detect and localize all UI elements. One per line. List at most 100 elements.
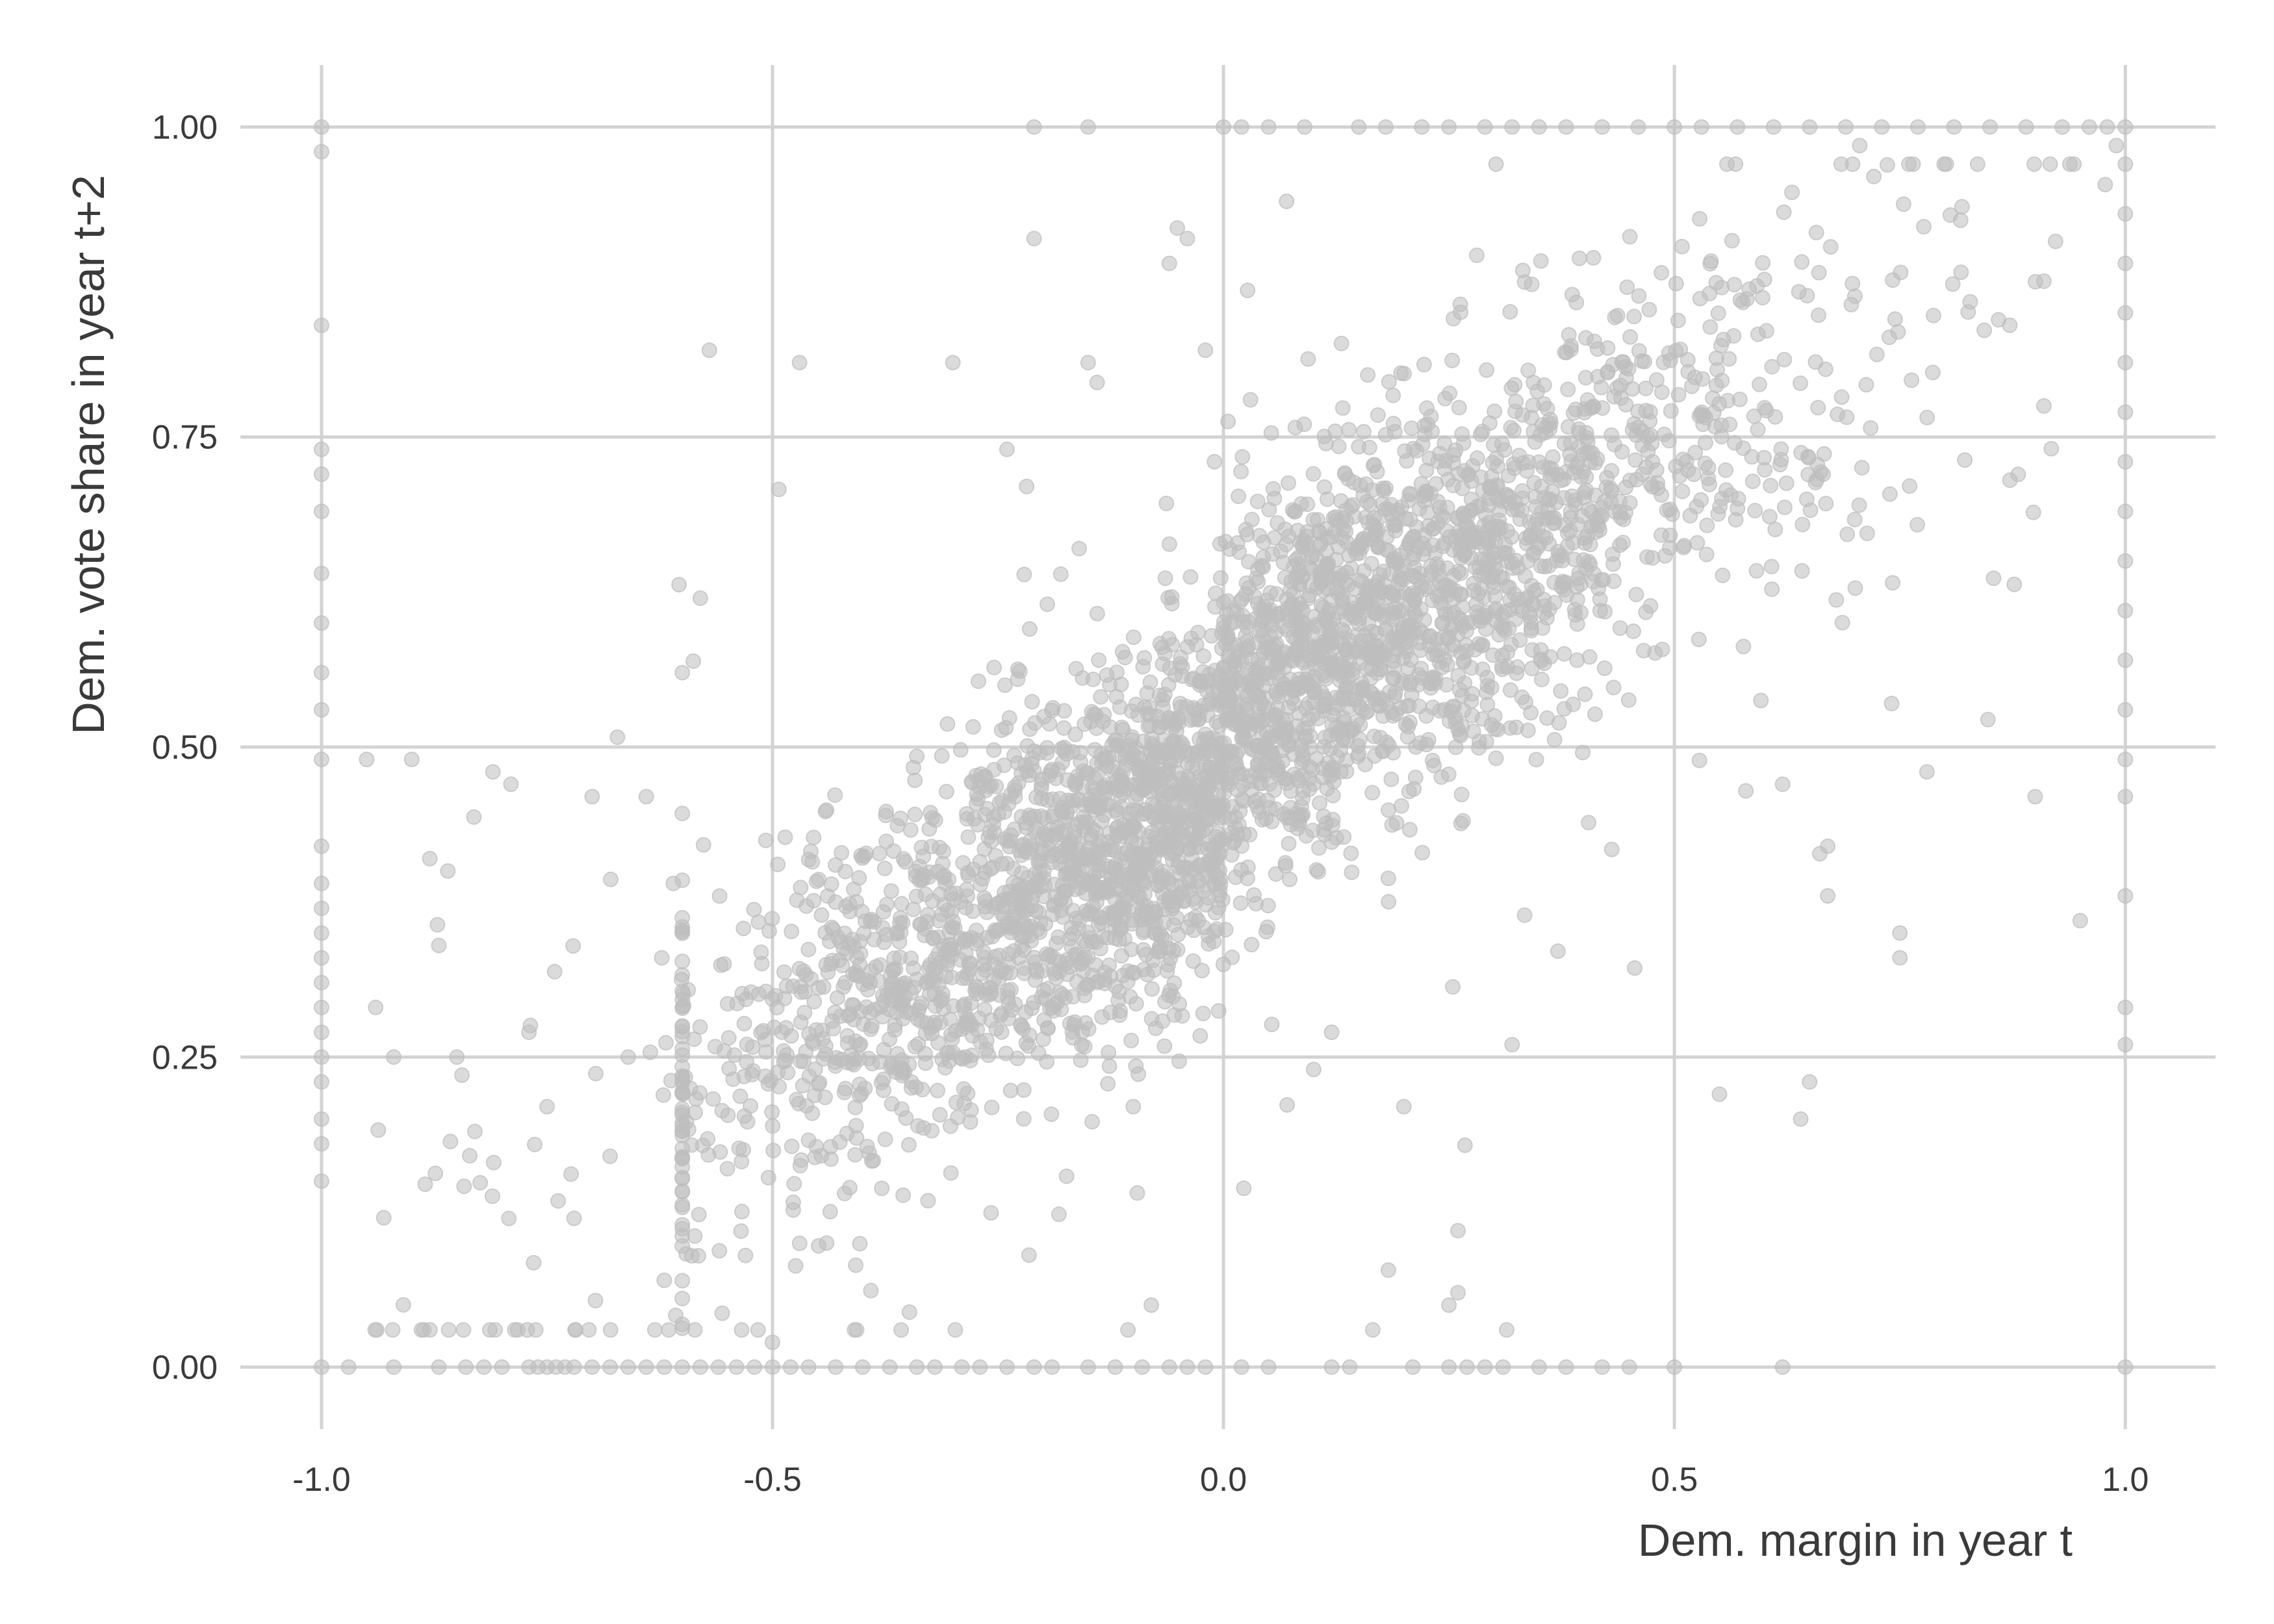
scatter-point	[1260, 1359, 1277, 1375]
scatter-point	[876, 860, 893, 876]
scatter-point	[1784, 184, 1800, 201]
scatter-point	[800, 852, 817, 868]
scatter-point	[367, 1322, 383, 1338]
scatter-point	[1225, 798, 1241, 815]
scatter-point	[1033, 878, 1049, 894]
scatter-point	[1738, 783, 1754, 799]
scatter-point	[674, 954, 691, 969]
scatter-point	[1195, 648, 1212, 664]
scatter-point	[806, 893, 822, 909]
scatter-point	[1240, 283, 1256, 298]
scatter-point	[1381, 374, 1397, 390]
scatter-point	[1405, 440, 1422, 457]
scatter-point	[1400, 718, 1416, 735]
scatter-point	[620, 1359, 636, 1375]
scatter-point	[1056, 720, 1072, 736]
scatter-point	[1419, 400, 1435, 416]
scatter-point	[1065, 1030, 1081, 1046]
scatter-point	[1454, 480, 1470, 496]
scatter-point	[919, 975, 935, 991]
scatter-point	[1270, 767, 1286, 783]
scatter-point	[1163, 785, 1179, 801]
scatter-point	[1258, 924, 1274, 940]
scatter-point	[1557, 517, 1573, 533]
scatter-point	[1183, 630, 1199, 646]
scatter-point	[1639, 549, 1655, 565]
scatter-point	[958, 882, 975, 898]
scatter-point	[782, 1359, 798, 1375]
scatter-point	[1233, 1359, 1249, 1375]
scatter-point	[1047, 876, 1062, 893]
scatter-point	[1381, 894, 1397, 910]
scatter-point	[1905, 156, 1921, 172]
scatter-point	[1323, 529, 1340, 545]
scatter-point	[1833, 389, 1850, 405]
scatter-point	[1962, 294, 1978, 310]
scatter-point	[1606, 388, 1622, 405]
scatter-point	[1910, 119, 1926, 135]
scatter-point	[1026, 995, 1041, 1011]
scatter-point	[1285, 746, 1301, 762]
scatter-point	[2117, 503, 2134, 520]
scatter-point	[1648, 462, 1665, 478]
scatter-point	[1915, 219, 1932, 235]
scatter-point	[1668, 275, 1684, 292]
scatter-point	[1730, 500, 1746, 516]
scatter-point	[1793, 1111, 1809, 1127]
scatter-point	[1858, 377, 1874, 393]
scatter-point	[1277, 857, 1294, 874]
scatter-point	[1845, 275, 1861, 292]
scatter-point	[1150, 817, 1166, 833]
scatter-point	[1016, 566, 1032, 583]
scatter-point	[936, 867, 952, 883]
scatter-point	[986, 809, 1002, 826]
scatter-point	[1536, 396, 1552, 412]
scatter-point	[1126, 965, 1142, 981]
scatter-point	[1664, 506, 1680, 522]
scatter-point	[1155, 692, 1171, 708]
scatter-point	[1713, 338, 1729, 354]
scatter-point	[1165, 719, 1181, 735]
scatter-point	[1418, 463, 1435, 479]
scatter-point	[1691, 752, 1707, 768]
scatter-point	[1128, 696, 1144, 713]
scatter-point	[1155, 656, 1171, 672]
scatter-point	[1255, 549, 1271, 565]
scatter-point	[1317, 656, 1333, 672]
scatter-point	[936, 938, 952, 954]
scatter-point	[1095, 929, 1111, 945]
scatter-point	[868, 959, 884, 975]
scatter-point	[1721, 351, 1737, 367]
scatter-point	[999, 1359, 1015, 1375]
scatter-point	[879, 896, 895, 913]
scatter-point	[1123, 1032, 1140, 1048]
scatter-point	[828, 1359, 844, 1375]
scatter-point	[836, 979, 852, 995]
scatter-point	[1441, 119, 1457, 135]
scatter-point	[1197, 342, 1214, 359]
scatter-point	[1455, 702, 1472, 718]
scatter-point	[1437, 453, 1453, 469]
scatter-point	[1437, 535, 1453, 552]
scatter-point	[1144, 752, 1160, 768]
scatter-point	[765, 1143, 782, 1159]
scatter-point	[1095, 713, 1111, 730]
scatter-point	[455, 1322, 472, 1338]
scatter-point	[924, 1123, 940, 1139]
scatter-point	[1151, 719, 1168, 735]
scatter-point	[1239, 642, 1255, 658]
scatter-point	[422, 850, 438, 867]
scatter-point	[1088, 894, 1105, 910]
scatter-point	[1597, 603, 1613, 620]
scatter-point	[737, 1247, 754, 1263]
scatter-point	[1650, 475, 1665, 491]
scatter-point	[1166, 975, 1182, 991]
scatter-point	[1394, 623, 1411, 639]
scatter-point	[1630, 420, 1646, 435]
scatter-point	[907, 806, 923, 822]
scatter-point	[735, 920, 752, 937]
scatter-point	[837, 1186, 852, 1202]
scatter-point	[920, 1193, 936, 1209]
scatter-point	[1406, 781, 1422, 797]
scatter-point	[501, 1210, 517, 1226]
